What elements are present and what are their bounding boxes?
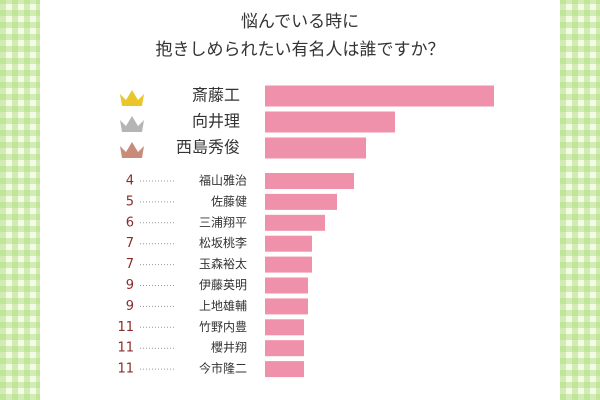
bar <box>265 319 304 336</box>
rank-label: 11 <box>117 362 134 377</box>
rank-label: 6 <box>126 215 134 230</box>
background-pattern <box>560 0 600 400</box>
bar <box>265 111 395 133</box>
bar <box>265 340 304 357</box>
background-pattern <box>0 0 40 400</box>
bar <box>265 361 304 378</box>
category-label: 福山雅治 <box>199 173 247 188</box>
category-label: 櫻井翔 <box>211 340 247 355</box>
bar <box>265 214 325 231</box>
chart-title: 抱きしめられたい有名人は誰ですか？ <box>156 40 445 60</box>
category-label: 竹野内豊 <box>199 320 247 334</box>
rank-label: 11 <box>117 341 134 356</box>
category-label: 西島秀俊 <box>176 138 240 157</box>
category-label: 松坂桃李 <box>199 235 247 250</box>
chart-title: 悩んでいる時に <box>241 12 359 32</box>
rank-label: 11 <box>117 320 134 335</box>
crown <box>120 90 144 106</box>
category-label: 向井理 <box>192 112 240 131</box>
crown <box>120 116 144 132</box>
rank-label: 7 <box>126 236 134 251</box>
bar <box>265 235 312 252</box>
bar <box>265 173 354 189</box>
category-label: 今市隆二 <box>199 361 247 376</box>
rank-label: 5 <box>126 194 134 209</box>
category-label: 三浦翔平 <box>199 215 247 229</box>
category-label: 上地雄輔 <box>199 298 247 313</box>
category-label: 斎藤工 <box>192 86 240 105</box>
bar <box>265 137 366 159</box>
bar <box>265 85 494 107</box>
category-label: 伊藤英明 <box>199 278 247 292</box>
rank-label: 4 <box>126 174 134 189</box>
bar <box>265 256 312 273</box>
rank-label: 7 <box>126 257 134 272</box>
bar <box>265 193 337 210</box>
category-label: 佐藤健 <box>211 194 247 208</box>
crown <box>120 142 144 158</box>
bar <box>265 298 308 315</box>
rank-label: 9 <box>126 278 134 293</box>
rank-label: 9 <box>126 299 134 314</box>
bar <box>265 277 308 294</box>
category-label: 玉森裕太 <box>199 256 247 271</box>
